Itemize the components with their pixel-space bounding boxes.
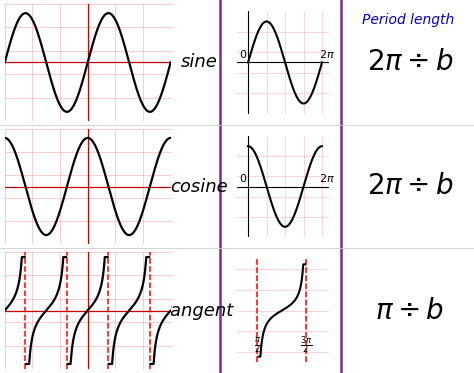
Text: cosine: cosine bbox=[170, 178, 228, 195]
Text: 0: 0 bbox=[239, 50, 246, 60]
Text: $2\pi$: $2\pi$ bbox=[319, 48, 335, 60]
Text: $2\pi$: $2\pi$ bbox=[319, 172, 335, 185]
Text: tangent: tangent bbox=[164, 301, 234, 320]
Text: sine: sine bbox=[181, 53, 218, 72]
Text: Sketch: Sketch bbox=[257, 13, 304, 27]
Text: $2\pi \div b$: $2\pi \div b$ bbox=[367, 172, 453, 201]
Text: 0: 0 bbox=[239, 175, 246, 185]
Text: $\frac{3\pi}{2}$: $\frac{3\pi}{2}$ bbox=[300, 334, 312, 356]
Text: $\frac{\pi}{2}$: $\frac{\pi}{2}$ bbox=[254, 336, 261, 356]
Text: $\pi \div b$: $\pi \div b$ bbox=[375, 297, 445, 325]
Text: Period length: Period length bbox=[362, 13, 454, 27]
Text: $2\pi \div b$: $2\pi \div b$ bbox=[367, 48, 453, 76]
